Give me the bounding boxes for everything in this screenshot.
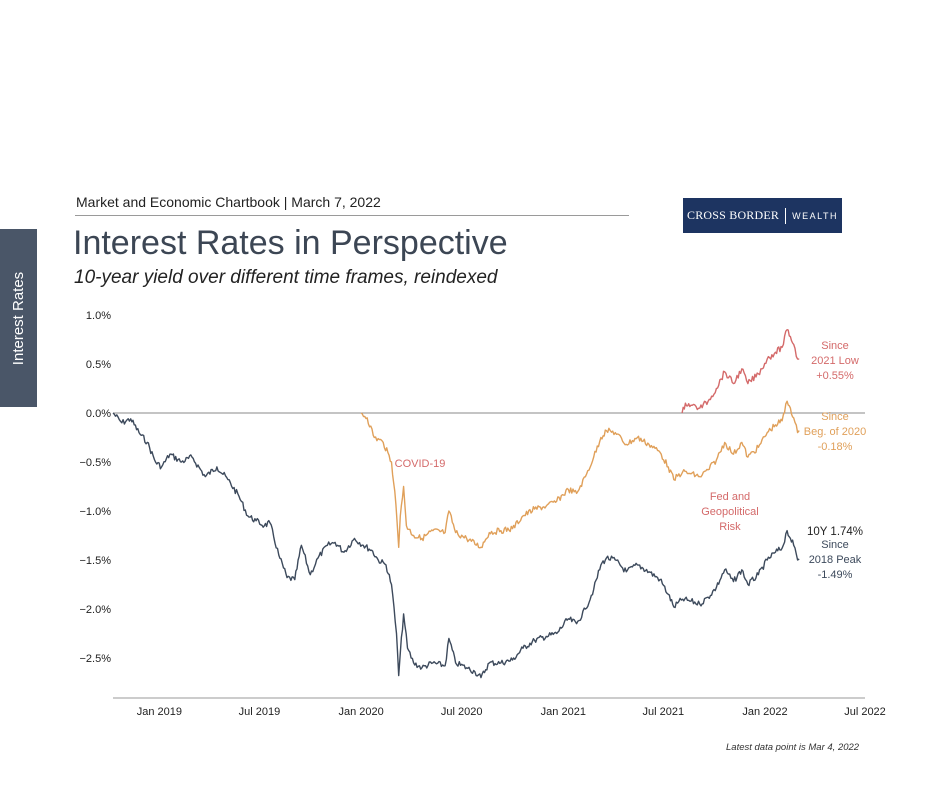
y-tick-label: 0.0% [86,408,111,420]
annotation-navy-label: -1.49% [818,569,853,581]
y-tick-label: −2.5% [80,653,112,665]
y-tick-label: −0.5% [80,457,112,469]
side-tab[interactable]: Interest Rates [0,229,37,407]
y-tick-label: 1.0% [86,310,111,322]
x-tick-label: Jul 2019 [239,706,281,718]
x-tick-label: Jan 2022 [742,706,787,718]
x-tick-label: Jul 2022 [844,706,886,718]
chartbook-line: Market and Economic Chartbook | March 7,… [76,194,381,210]
annotation-fed: Geopolitical [701,506,758,518]
series-line-2 [681,329,800,414]
annotation-red-label: Since [821,340,849,352]
x-tick-label: Jan 2019 [137,706,182,718]
y-tick-label: −1.0% [80,506,112,518]
company-logo: CROSS BORDER WEALTH [683,198,842,233]
y-tick-label: −1.5% [80,555,112,567]
annotation-covid: COVID-19 [395,458,446,470]
series-line-0 [112,412,800,679]
x-tick-label: Jul 2021 [643,706,685,718]
y-tick-label: −2.0% [80,604,112,616]
annotation-fed: Risk [719,521,741,533]
annotation-orange-label: Beg. of 2020 [804,426,866,438]
annotation-navy-label: Since [821,539,849,551]
logo-text-left: CROSS BORDER [687,208,780,222]
logo-text-right: WEALTH [792,210,838,221]
header-divider [75,215,629,216]
annotation-navy-label: 2018 Peak [809,554,862,566]
annotation-fed: Fed and [710,491,750,503]
x-tick-label: Jan 2020 [338,706,383,718]
logo-divider [785,207,787,224]
annotation-red-label: 2021 Low [811,355,859,367]
x-tick-label: Jul 2020 [441,706,483,718]
page-subtitle: 10-year yield over different time frames… [74,267,498,288]
annotation-orange-label: -0.18% [818,441,853,453]
footnote: Latest data point is Mar 4, 2022 [726,742,860,753]
y-tick-label: 0.5% [86,359,111,371]
annotation-navy-head: 10Y 1.74% [807,526,863,538]
page-title: Interest Rates in Perspective [73,224,508,262]
series-line-1 [360,400,800,549]
x-tick-label: Jan 2021 [541,706,586,718]
annotation-red-label: +0.55% [816,370,854,382]
annotation-orange-label: Since [821,411,849,423]
